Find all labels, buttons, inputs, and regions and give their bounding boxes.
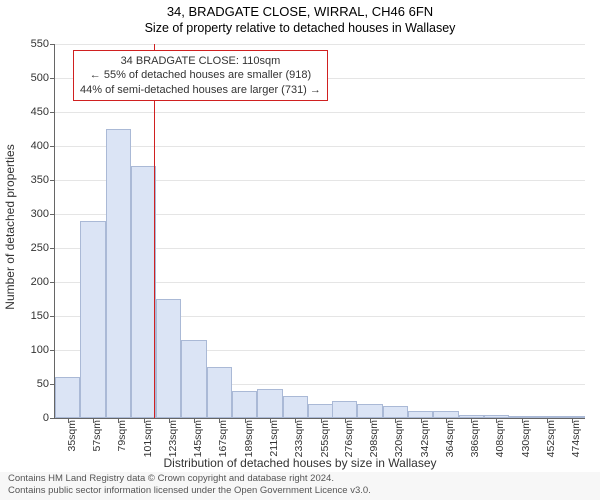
x-tick-label: 167sqm <box>217 420 229 457</box>
annotation-line-2: ← 55% of detached houses are smaller (91… <box>80 68 321 82</box>
x-axis-label: Distribution of detached houses by size … <box>0 456 600 470</box>
y-tick <box>50 214 55 215</box>
x-tick-label: 430sqm <box>520 420 532 457</box>
x-tick-label: 320sqm <box>393 420 405 457</box>
annotation-line-1: 34 BRADGATE CLOSE: 110sqm <box>80 54 321 68</box>
y-tick-label: 350 <box>31 174 49 186</box>
x-tick-label: 298sqm <box>368 420 380 457</box>
y-tick <box>50 316 55 317</box>
y-tick <box>50 112 55 113</box>
histogram-bar <box>332 401 357 418</box>
y-tick-label: 50 <box>37 378 49 390</box>
x-tick-label: 233sqm <box>293 420 305 457</box>
x-tick-label: 57sqm <box>91 420 103 452</box>
x-tick-label: 211sqm <box>268 420 280 457</box>
x-tick-label: 452sqm <box>545 420 557 457</box>
marker-annotation-box: 34 BRADGATE CLOSE: 110sqm ← 55% of detac… <box>73 50 328 101</box>
x-tick-label: 79sqm <box>116 420 128 452</box>
histogram-bar <box>232 391 257 418</box>
y-tick <box>50 418 55 419</box>
y-tick-label: 200 <box>31 276 49 288</box>
histogram-bar <box>156 299 181 418</box>
y-axis-label: Number of detached properties <box>3 144 17 309</box>
footer: Contains HM Land Registry data © Crown c… <box>0 472 600 500</box>
annotation-line-3: 44% of semi-detached houses are larger (… <box>80 83 321 97</box>
histogram-bar <box>181 340 206 418</box>
y-tick <box>50 350 55 351</box>
footer-line-1: Contains HM Land Registry data © Crown c… <box>8 473 592 485</box>
x-tick-label: 189sqm <box>243 420 255 457</box>
histogram-bar <box>106 129 131 418</box>
x-tick-label: 386sqm <box>469 420 481 457</box>
histogram-bar <box>283 396 308 418</box>
gridline <box>55 112 585 113</box>
x-tick-label: 123sqm <box>167 420 179 457</box>
y-tick <box>50 180 55 181</box>
x-tick-label: 145sqm <box>192 420 204 457</box>
y-tick <box>50 282 55 283</box>
chart-title: 34, BRADGATE CLOSE, WIRRAL, CH46 6FN <box>0 0 600 19</box>
histogram-bar <box>433 411 458 418</box>
y-tick <box>50 248 55 249</box>
y-tick <box>50 146 55 147</box>
footer-line-2: Contains public sector information licen… <box>8 485 592 497</box>
x-tick-label: 474sqm <box>570 420 582 457</box>
y-tick-label: 0 <box>43 412 49 424</box>
histogram-bar <box>308 404 333 418</box>
histogram-bar <box>408 411 433 418</box>
y-tick <box>50 44 55 45</box>
histogram-bar <box>383 406 408 418</box>
histogram-bar <box>257 389 282 418</box>
histogram-bar <box>207 367 232 418</box>
x-tick-label: 342sqm <box>419 420 431 457</box>
x-tick-label: 255sqm <box>319 420 331 457</box>
x-tick-label: 101sqm <box>142 420 154 457</box>
x-tick-label: 364sqm <box>444 420 456 457</box>
y-tick-label: 500 <box>31 72 49 84</box>
y-tick-label: 550 <box>31 38 49 50</box>
y-tick-label: 150 <box>31 310 49 322</box>
plot-area: 05010015020025030035040045050055035sqm57… <box>54 44 585 419</box>
x-tick-label: 35sqm <box>66 420 78 452</box>
histogram-bar <box>357 404 382 418</box>
y-tick-label: 400 <box>31 140 49 152</box>
chart-subtitle: Size of property relative to detached ho… <box>0 19 600 35</box>
gridline <box>55 44 585 45</box>
y-tick <box>50 78 55 79</box>
x-tick-label: 276sqm <box>343 420 355 457</box>
y-tick-label: 250 <box>31 242 49 254</box>
histogram-bar <box>131 166 156 418</box>
histogram-bar <box>80 221 105 418</box>
gridline <box>55 146 585 147</box>
y-tick-label: 450 <box>31 106 49 118</box>
x-tick-label: 408sqm <box>494 420 506 457</box>
chart-container: 34, BRADGATE CLOSE, WIRRAL, CH46 6FN Siz… <box>0 0 600 500</box>
histogram-bar <box>55 377 80 418</box>
y-tick-label: 300 <box>31 208 49 220</box>
y-tick-label: 100 <box>31 344 49 356</box>
